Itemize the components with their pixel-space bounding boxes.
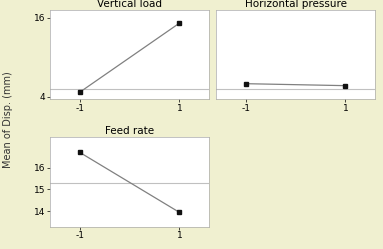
Text: Mean of Disp. (mm): Mean of Disp. (mm): [3, 71, 13, 168]
Title: Feed rate: Feed rate: [105, 126, 154, 136]
Title: Horizontal pressure: Horizontal pressure: [245, 0, 347, 9]
Title: Vertical load: Vertical load: [97, 0, 162, 9]
